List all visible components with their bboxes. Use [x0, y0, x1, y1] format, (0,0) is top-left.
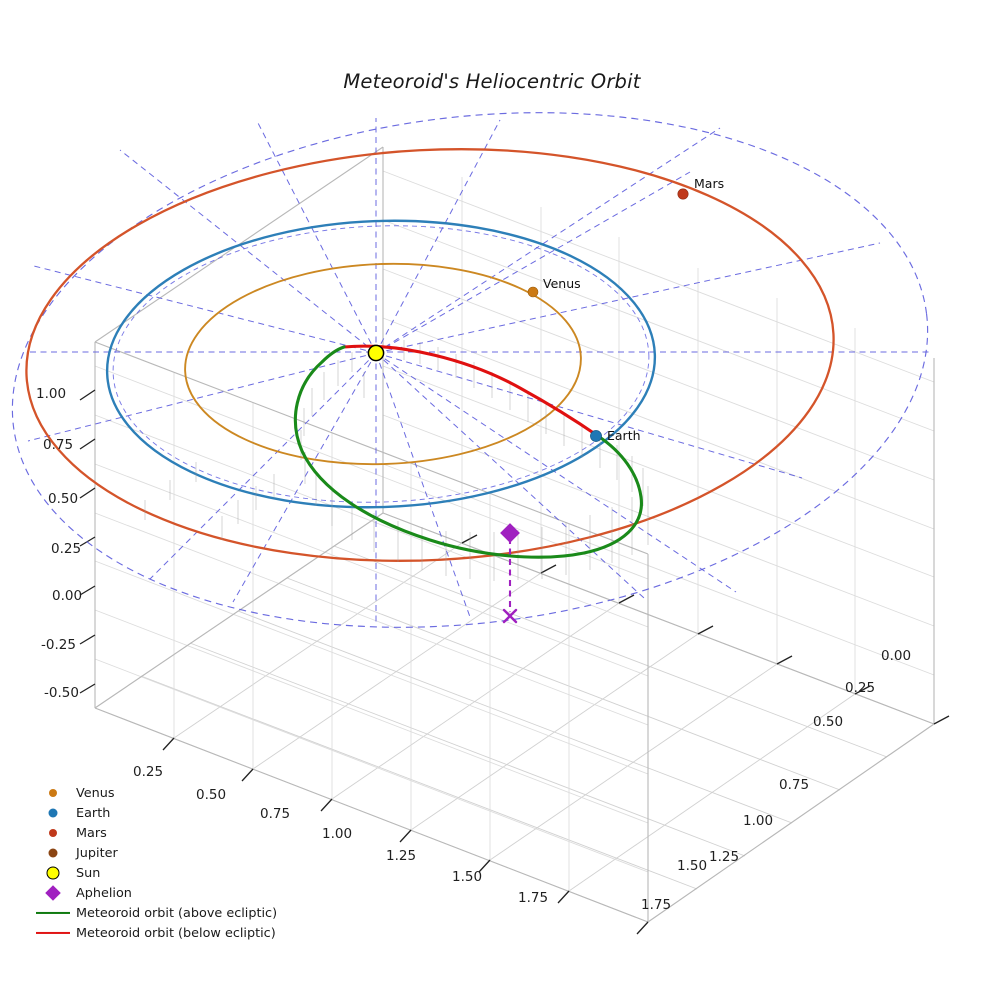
x-tick-label: 0.50: [196, 787, 227, 803]
aphelion-swatch-icon: [30, 883, 76, 903]
legend-item-meteoroid-below: Meteoroid orbit (below ecliptic): [30, 923, 330, 943]
y-tick-label: 0.25: [845, 680, 876, 696]
legend-item-mars: Mars: [30, 823, 330, 843]
heliocentric-reference-lines: [27, 118, 930, 625]
x-tick-label: 1.25: [386, 848, 417, 864]
z-tick-label: 0.50: [48, 491, 79, 507]
z-tick-label: 1.00: [36, 386, 67, 402]
meteoroid-above-swatch-icon: [30, 903, 76, 923]
y-tick-label: 1.50: [677, 858, 708, 874]
mars-marker: [677, 188, 689, 200]
z-tick-label: 0.25: [51, 541, 82, 557]
venus-label: Venus: [543, 276, 581, 291]
meteoroid-below-swatch-icon: [30, 923, 76, 943]
page-title: Meteoroid's Heliocentric Orbit: [343, 70, 641, 93]
earth-marker: [590, 430, 602, 442]
y-tick-label: 1.75: [641, 897, 672, 913]
mars-label: Mars: [694, 176, 725, 191]
legend-item-jupiter: Jupiter: [30, 843, 330, 863]
sun-swatch-icon: [30, 863, 76, 883]
aphelion-marker: [500, 523, 520, 543]
mars-orbit: [25, 148, 835, 562]
legend-label: Aphelion: [76, 885, 132, 901]
legend-item-earth: Earth: [30, 803, 330, 823]
venus-swatch-icon: [30, 783, 76, 803]
z-tick-label: -0.25: [41, 637, 76, 653]
legend-item-aphelion: Aphelion: [30, 883, 330, 903]
axis-tick-marks: [79, 389, 950, 935]
jupiter-orbit: [11, 112, 929, 628]
y-tick-label: 1.00: [743, 813, 774, 829]
meteoroid-orbit-below-ecliptic: [342, 344, 600, 438]
x-tick-label: 0.75: [260, 806, 291, 822]
legend-label: Venus: [76, 785, 115, 801]
y-tick-label: 0.50: [813, 714, 844, 730]
mars-swatch-icon: [30, 823, 76, 843]
jupiter-swatch-icon: [30, 843, 76, 863]
y-tick-label: 1.25: [709, 849, 740, 865]
legend-label: Meteoroid orbit (above ecliptic): [76, 905, 278, 921]
legend-item-meteoroid-above: Meteoroid orbit (above ecliptic): [30, 903, 330, 923]
venus-marker: [527, 286, 539, 298]
legend-label: Meteoroid orbit (below ecliptic): [76, 925, 276, 941]
legend-item-sun: Sun: [30, 863, 330, 883]
y-tick-label: 0.75: [779, 777, 810, 793]
venus-orbit: [184, 262, 582, 466]
legend-label: Sun: [76, 865, 101, 881]
z-tick-label: -0.50: [44, 685, 79, 701]
earth-swatch-icon: [30, 803, 76, 823]
x-tick-label: 1.50: [452, 869, 483, 885]
x-tick-label: 1.75: [518, 890, 549, 906]
aphelion-projection-x-marker: [502, 608, 518, 624]
x-tick-label: 1.00: [322, 826, 353, 842]
chart-legend: Venus Earth Mars Jupiter Sun: [30, 783, 330, 943]
x-tick-label: 0.25: [133, 764, 164, 780]
earth-label: Earth: [607, 428, 641, 443]
earth-orbit: [105, 219, 657, 509]
meteoroid-orbit-above-ecliptic: [293, 345, 643, 559]
z-tick-label: 0.75: [43, 437, 74, 453]
legend-item-venus: Venus: [30, 783, 330, 803]
legend-label: Mars: [76, 825, 107, 841]
axes-pane-gridlines: [94, 512, 935, 923]
z-tick-label: 0.00: [52, 588, 83, 604]
legend-label: Earth: [76, 805, 111, 821]
axes-box-edges: [94, 146, 935, 923]
y-tick-label: 0.00: [881, 648, 912, 664]
sun-marker: [367, 344, 385, 362]
legend-label: Jupiter: [76, 845, 118, 861]
